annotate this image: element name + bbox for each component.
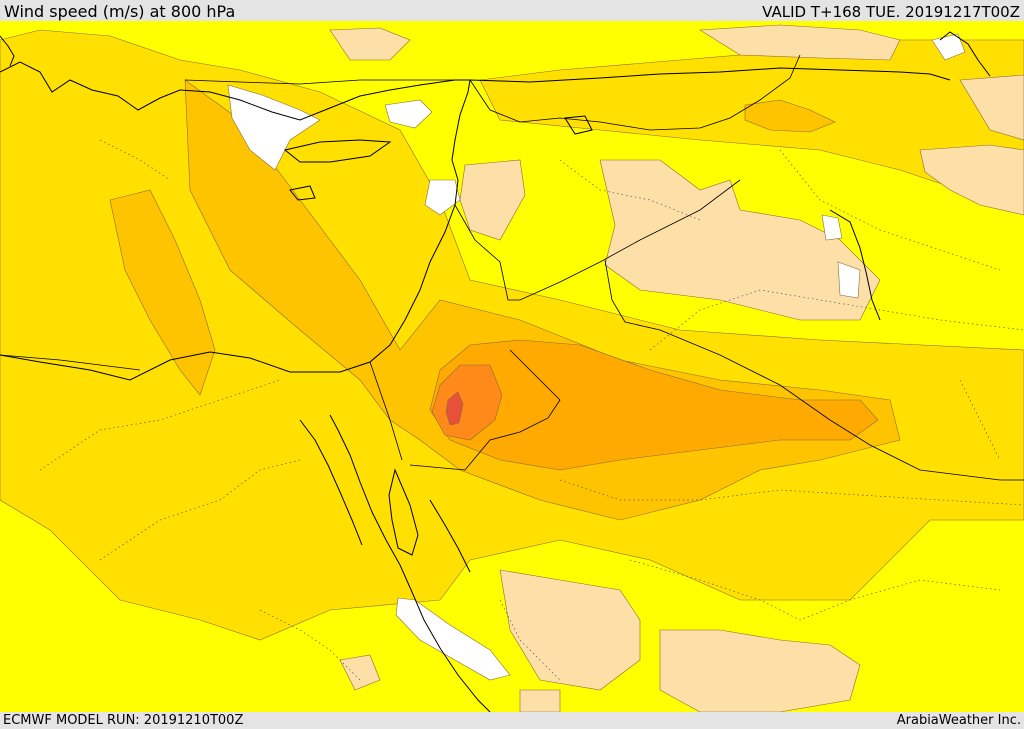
province-boundaries <box>39 139 1024 681</box>
coastlines <box>0 31 991 712</box>
high-wind-area-northeast <box>744 99 836 133</box>
higher-wind-area <box>429 339 879 471</box>
low-wind-patches <box>329 24 1024 712</box>
header-bar: Wind speed (m/s) at 800 hPa VALID T+168 … <box>0 0 1024 21</box>
map-title: Wind speed (m/s) at 800 hPa <box>4 2 236 21</box>
high-wind-area-west <box>109 189 216 396</box>
country-borders <box>0 54 1024 481</box>
wind-speed-map <box>0 21 1024 712</box>
model-run: ECMWF MODEL RUN: 20191210T00Z <box>3 713 244 728</box>
max-wind-area <box>445 391 464 426</box>
valid-time: VALID T+168 TUE. 20191217T00Z <box>762 3 1020 21</box>
credit: ArabiaWeather Inc. <box>896 713 1021 728</box>
calm-wind-patches <box>227 33 966 681</box>
footer-bar: ECMWF MODEL RUN: 20191210T00Z ArabiaWeat… <box>0 712 1024 729</box>
